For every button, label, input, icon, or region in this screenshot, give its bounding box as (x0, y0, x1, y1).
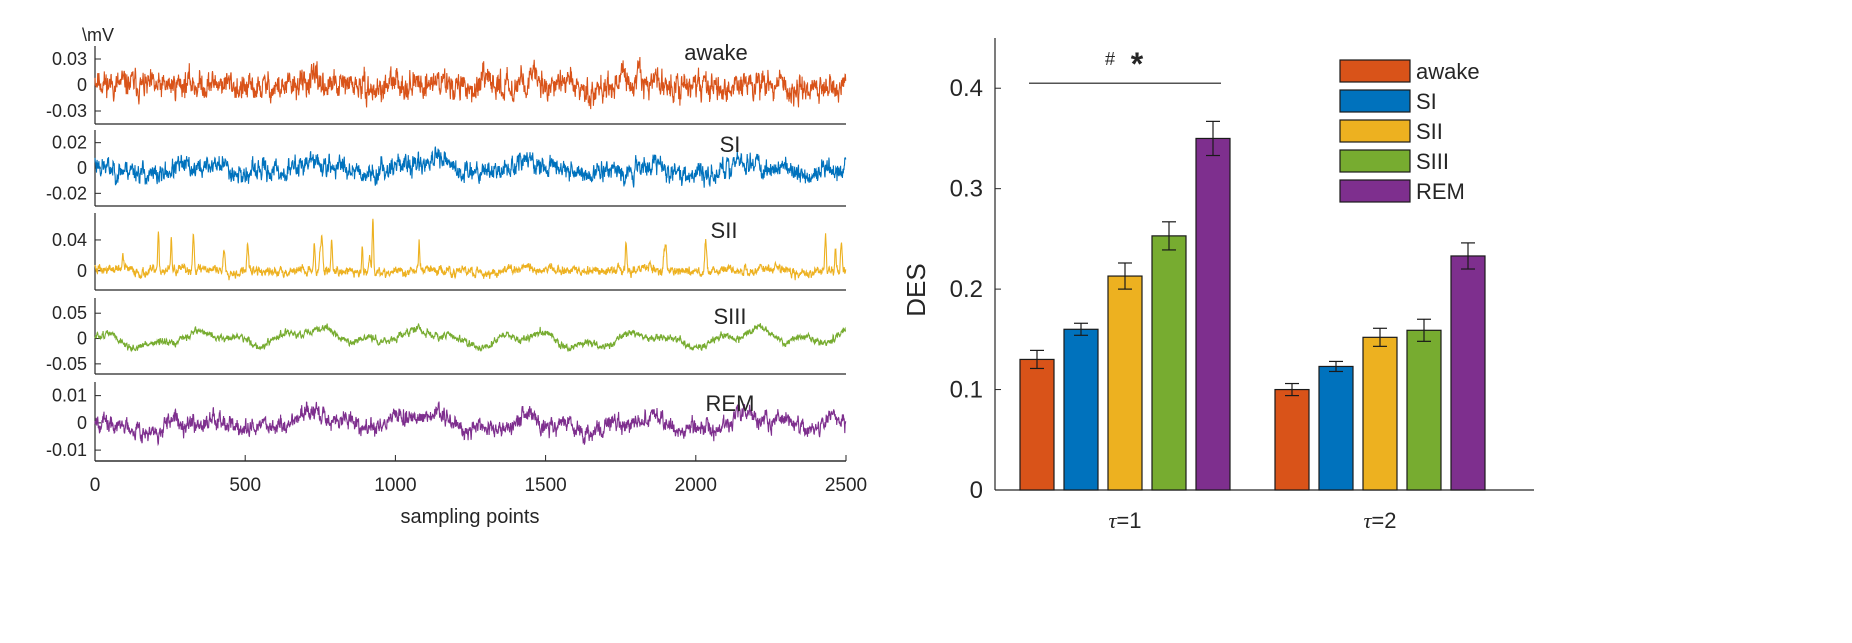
eeg-traces-panel: 0.030-0.03awake0.020-0.02SI0.040SII0.050… (46, 25, 867, 528)
significance-hash: # (1105, 49, 1115, 69)
trace-y-tick-label: 0 (77, 261, 87, 281)
trace-line-awake (94, 56, 847, 110)
trace-y-tick-label: 0.03 (52, 49, 87, 69)
legend-label-si: SI (1416, 89, 1437, 114)
bar-y-tick-label: 0.3 (950, 176, 983, 203)
trace-y-tick-label: 0.05 (52, 303, 87, 323)
bar-y-tick-label: 0.1 (950, 377, 983, 404)
trace-y-tick-label: 0 (77, 75, 87, 95)
bar-siii (1151, 235, 1187, 491)
traces-x-tick-label: 2000 (675, 475, 717, 496)
trace-label-siii: SIII (713, 304, 746, 329)
trace-panel-rem: 0.01 0 -0.01 REM (46, 382, 847, 462)
legend-swatch-si (1339, 89, 1411, 113)
trace-line-siii (94, 323, 847, 353)
trace-y-tick-label: 0.01 (52, 386, 87, 406)
trace-y-tick-label: 0.04 (52, 230, 87, 250)
category-value: =1 (1116, 508, 1141, 533)
bar-legend: awake SI SII SIII REM (1339, 59, 1480, 204)
traces-x-tick-label: 2500 (825, 475, 867, 496)
trace-line-rem (94, 401, 847, 447)
traces-x-tick-label: 1000 (374, 475, 416, 496)
legend-label-awake: awake (1416, 59, 1480, 84)
trace-y-tick-label: -0.01 (46, 440, 87, 460)
trace-panel-siii: 0.05 0 -0.05 SIII (46, 298, 847, 375)
legend-swatch-siii (1339, 149, 1411, 173)
bar-y-tick-label: 0.2 (950, 276, 983, 303)
bar-si (1318, 365, 1354, 491)
category-symbol: τ (1109, 508, 1118, 533)
trace-y-tick-label: -0.03 (46, 101, 87, 121)
legend-swatch-rem (1339, 179, 1411, 203)
trace-panel-awake: 0.03 0 -0.03 awake (46, 40, 847, 125)
bar-category-label: τ=2 (1364, 508, 1397, 533)
bar-rem (1195, 137, 1231, 491)
legend-label-sii: SII (1416, 119, 1443, 144)
legend-swatch-sii (1339, 119, 1411, 143)
traces-x-label: sampling points (401, 506, 540, 528)
trace-y-tick-label: 0 (77, 329, 87, 349)
trace-label-sii: SII (711, 218, 738, 243)
legend-label-siii: SIII (1416, 149, 1449, 174)
trace-y-tick-label: -0.05 (46, 354, 87, 374)
traces-x-tick-label: 0 (90, 475, 101, 496)
traces-x-tick-label: 500 (229, 475, 261, 496)
trace-line-sii (94, 218, 847, 281)
category-value: =2 (1371, 508, 1396, 533)
trace-label-rem: REM (706, 391, 755, 416)
bar-si (1063, 328, 1099, 491)
legend-label-rem: REM (1416, 179, 1465, 204)
bar-sii (1107, 275, 1143, 491)
bar-awake (1274, 388, 1310, 491)
significance-star: * (1131, 46, 1144, 82)
trace-unit-label: \mV (82, 25, 114, 45)
bar-y-label: DES (901, 263, 931, 316)
bar-y-tick-label: 0 (970, 477, 983, 504)
trace-panel-si: 0.02 0 -0.02 SI (46, 130, 847, 207)
bar-group-1 (1019, 120, 1231, 491)
trace-line-si (94, 146, 847, 188)
bar-y-tick-label: 0.4 (950, 75, 983, 102)
bar-sii (1362, 336, 1398, 491)
trace-y-tick-label: -0.02 (46, 183, 87, 203)
trace-label-si: SI (720, 132, 741, 157)
bar-awake (1019, 358, 1055, 491)
trace-y-tick-label: 0 (77, 413, 87, 433)
bar-category-label: τ=1 (1109, 508, 1142, 533)
trace-panel-sii: 0.04 0 SII (52, 213, 847, 291)
traces-x-tick-label: 1500 (524, 475, 566, 496)
bar-siii (1406, 329, 1442, 491)
legend-swatch-awake (1339, 59, 1411, 83)
trace-y-tick-label: 0.02 (52, 133, 87, 153)
bar-rem (1450, 255, 1486, 491)
trace-y-tick-label: 0 (77, 158, 87, 178)
category-symbol: τ (1364, 508, 1373, 533)
trace-label-awake: awake (684, 40, 748, 65)
bar-group-2 (1274, 242, 1486, 491)
